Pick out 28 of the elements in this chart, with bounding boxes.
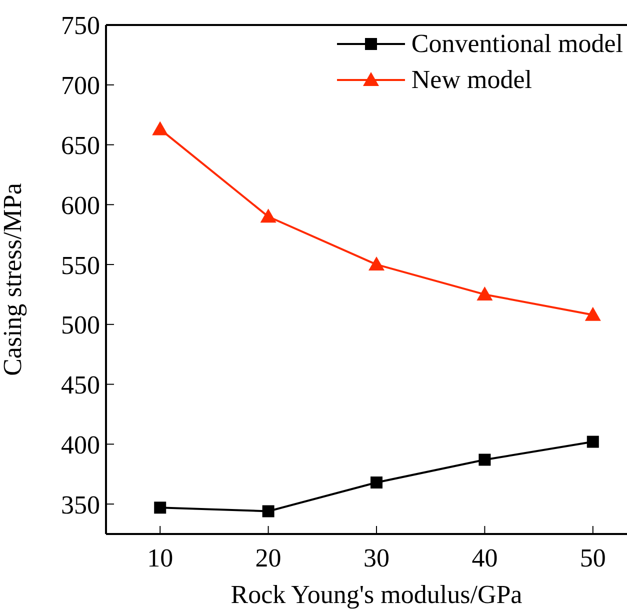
x-axis-title: Rock Young's modulus/GPa <box>230 580 523 609</box>
y-tick-label: 600 <box>61 190 100 220</box>
y-tick-label: 650 <box>61 130 100 160</box>
point <box>368 256 384 271</box>
y-tick-label: 500 <box>61 310 100 340</box>
point <box>584 306 601 321</box>
y-tick-label: 350 <box>61 490 100 520</box>
point <box>262 505 274 518</box>
x-tick-label: 20 <box>255 543 282 572</box>
point <box>260 208 276 223</box>
y-tick-label: 700 <box>61 71 100 100</box>
y-tick-label: 750 <box>61 11 100 40</box>
y-axis-title: Casing stress/MPa <box>0 182 28 376</box>
y-tick-label: 450 <box>61 370 100 400</box>
y-tick-label: 550 <box>61 250 100 280</box>
x-tick-label: 10 <box>147 543 174 572</box>
x-tick-label: 50 <box>580 543 606 572</box>
point <box>586 436 599 448</box>
point <box>370 476 382 488</box>
point <box>154 502 166 514</box>
point <box>476 286 493 300</box>
x-tick-label: 40 <box>472 543 498 572</box>
point <box>478 454 491 466</box>
legend-label: New model <box>411 65 532 95</box>
point <box>152 121 168 136</box>
x-tick-label: 30 <box>364 543 390 572</box>
legend-label: Conventional model <box>411 29 623 59</box>
y-tick-label: 400 <box>61 430 100 460</box>
